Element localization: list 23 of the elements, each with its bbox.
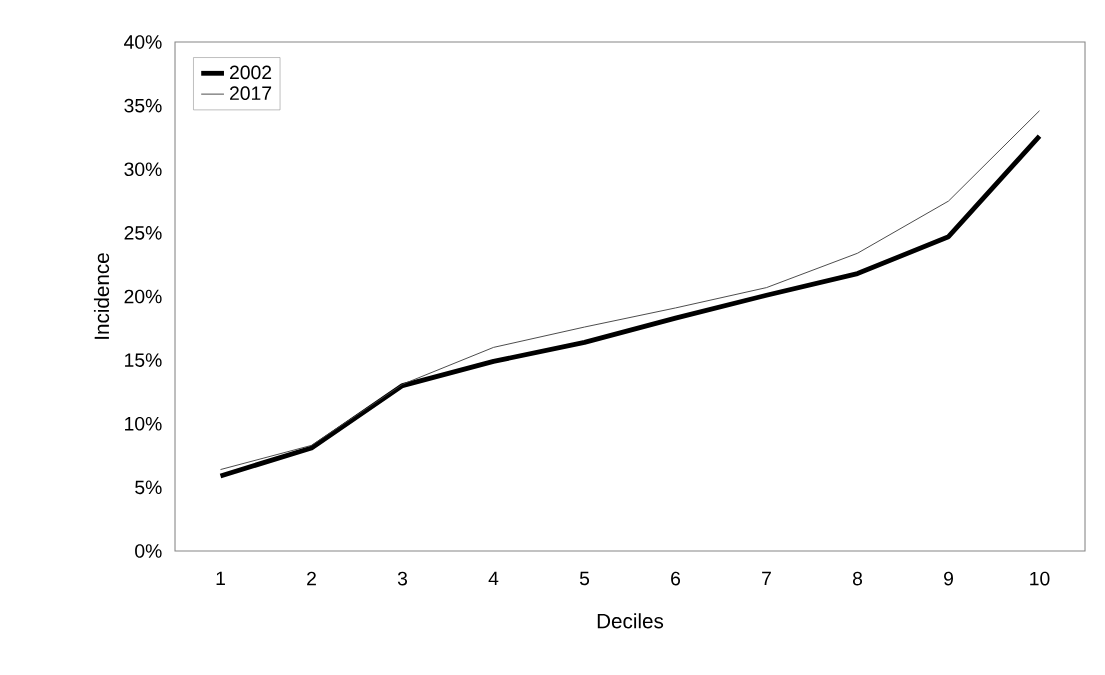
- y-tick-label: 20%: [124, 289, 162, 304]
- y-tick-label: 40%: [124, 35, 162, 49]
- y-tick-label: 10%: [125, 416, 162, 431]
- x-tick-label: 5: [579, 571, 590, 586]
- x-tick-label: 7: [762, 571, 771, 586]
- x-axis-title: Deciles: [597, 613, 664, 629]
- legend-label: 2002: [230, 65, 272, 80]
- y-tick-label: 25%: [124, 226, 162, 240]
- y-tick-label: 35%: [124, 98, 162, 113]
- legend-label: 2017: [230, 86, 272, 101]
- x-tick-label: 9: [944, 571, 953, 586]
- x-tick-label: 10: [1030, 571, 1050, 586]
- x-tick-label: 3: [397, 571, 408, 586]
- y-tick-label: 0%: [135, 544, 162, 558]
- x-tick-label: 2: [307, 571, 316, 586]
- x-tick-label: 6: [671, 571, 681, 586]
- x-tick-label: 4: [488, 571, 499, 586]
- x-tick-label: 8: [852, 571, 863, 586]
- y-tick-label: 15%: [125, 353, 162, 367]
- y-axis-title: Incidence: [93, 253, 110, 339]
- y-tick-label: 30%: [124, 162, 162, 177]
- y-tick-label: 5%: [135, 480, 162, 495]
- x-tick-label: 1: [216, 571, 225, 586]
